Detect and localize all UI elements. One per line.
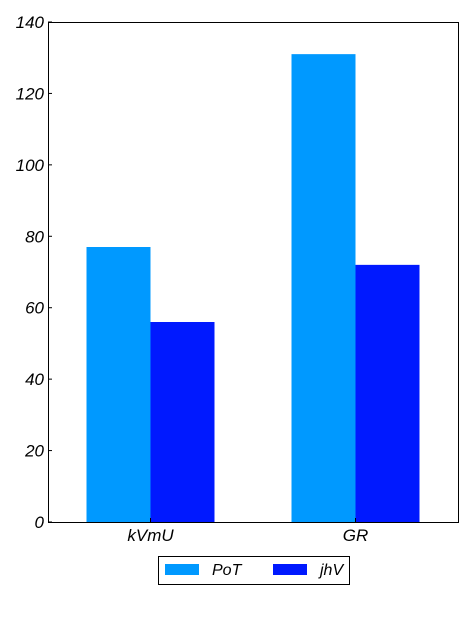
legend: PoT jhV — [158, 556, 350, 585]
y-tick-label: 40 — [25, 370, 44, 389]
legend-swatch-pot — [165, 564, 199, 575]
x-tick-label: kVmU — [127, 526, 174, 545]
bar-pot-gr — [291, 54, 356, 523]
y-tick-label: 20 — [24, 442, 44, 461]
y-tick-label: 0 — [35, 513, 45, 532]
y-axis: 0 20 40 60 80 100 120 140 — [16, 13, 52, 532]
y-tick-label: 80 — [25, 227, 44, 246]
legend-swatch-jhv — [273, 564, 307, 575]
legend-label-pot: PoT — [212, 562, 243, 579]
bars — [86, 54, 420, 523]
y-tick-label: 120 — [16, 84, 45, 103]
y-tick-label: 100 — [16, 156, 45, 175]
legend-label-jhv: jhV — [318, 562, 344, 579]
bar-jhv-kvmu — [150, 322, 215, 522]
x-tick-label: GR — [343, 526, 369, 545]
x-axis: kVmU GR — [127, 518, 368, 545]
y-tick-label: 60 — [25, 299, 44, 318]
y-tick-label: 140 — [16, 13, 45, 32]
bar-pot-kvmu — [86, 247, 151, 522]
bar-jhv-gr — [355, 264, 420, 522]
